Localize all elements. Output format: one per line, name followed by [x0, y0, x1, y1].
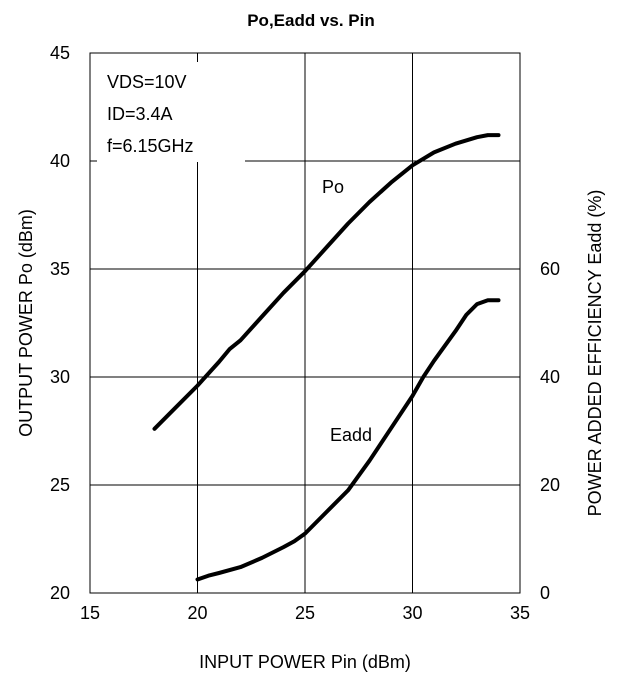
y-left-tick-label-3: 35	[50, 259, 70, 279]
y-left-tick-label-4: 40	[50, 151, 70, 171]
y-right-tick-label-1: 20	[540, 475, 560, 495]
y-right-tick-label-2: 40	[540, 367, 560, 387]
condition-vds: VDS=10V	[107, 72, 187, 92]
y-right-axis-label: POWER ADDED EFFICIENCY Eadd (%)	[585, 190, 605, 517]
series-lines	[152, 133, 501, 582]
series-label-po: Po	[322, 177, 344, 197]
x-tick-label-0: 15	[80, 603, 100, 623]
conditions-box	[97, 62, 245, 162]
x-axis-ticks: 15 20 25 30 35	[80, 603, 530, 623]
y-right-tick-label-0: 0	[540, 583, 550, 603]
series-label-eadd: Eadd	[330, 425, 372, 445]
condition-freq: f=6.15GHz	[107, 136, 194, 156]
y-left-tick-label-5: 45	[50, 43, 70, 63]
chart-title: Po,Eadd vs. Pin	[247, 11, 375, 30]
y-left-tick-label-0: 20	[50, 583, 70, 603]
y-left-tick-label-1: 25	[50, 475, 70, 495]
condition-id: ID=3.4A	[107, 104, 173, 124]
x-axis-label: INPUT POWER Pin (dBm)	[199, 652, 411, 672]
y-left-axis-ticks: 20 25 30 35 40 45	[50, 43, 70, 603]
x-tick-label-4: 35	[510, 603, 530, 623]
series-line-eadd	[195, 298, 501, 582]
y-right-tick-label-3: 60	[540, 259, 560, 279]
y-left-tick-label-2: 30	[50, 367, 70, 387]
y-right-axis-ticks: 0 20 40 60	[540, 259, 560, 603]
y-left-axis-label: OUTPUT POWER Po (dBm)	[16, 209, 36, 437]
x-tick-label-2: 25	[295, 603, 315, 623]
plot-frame	[89, 52, 521, 594]
x-tick-label-3: 30	[402, 603, 422, 623]
series-line-po	[152, 133, 501, 431]
x-tick-label-1: 20	[187, 603, 207, 623]
